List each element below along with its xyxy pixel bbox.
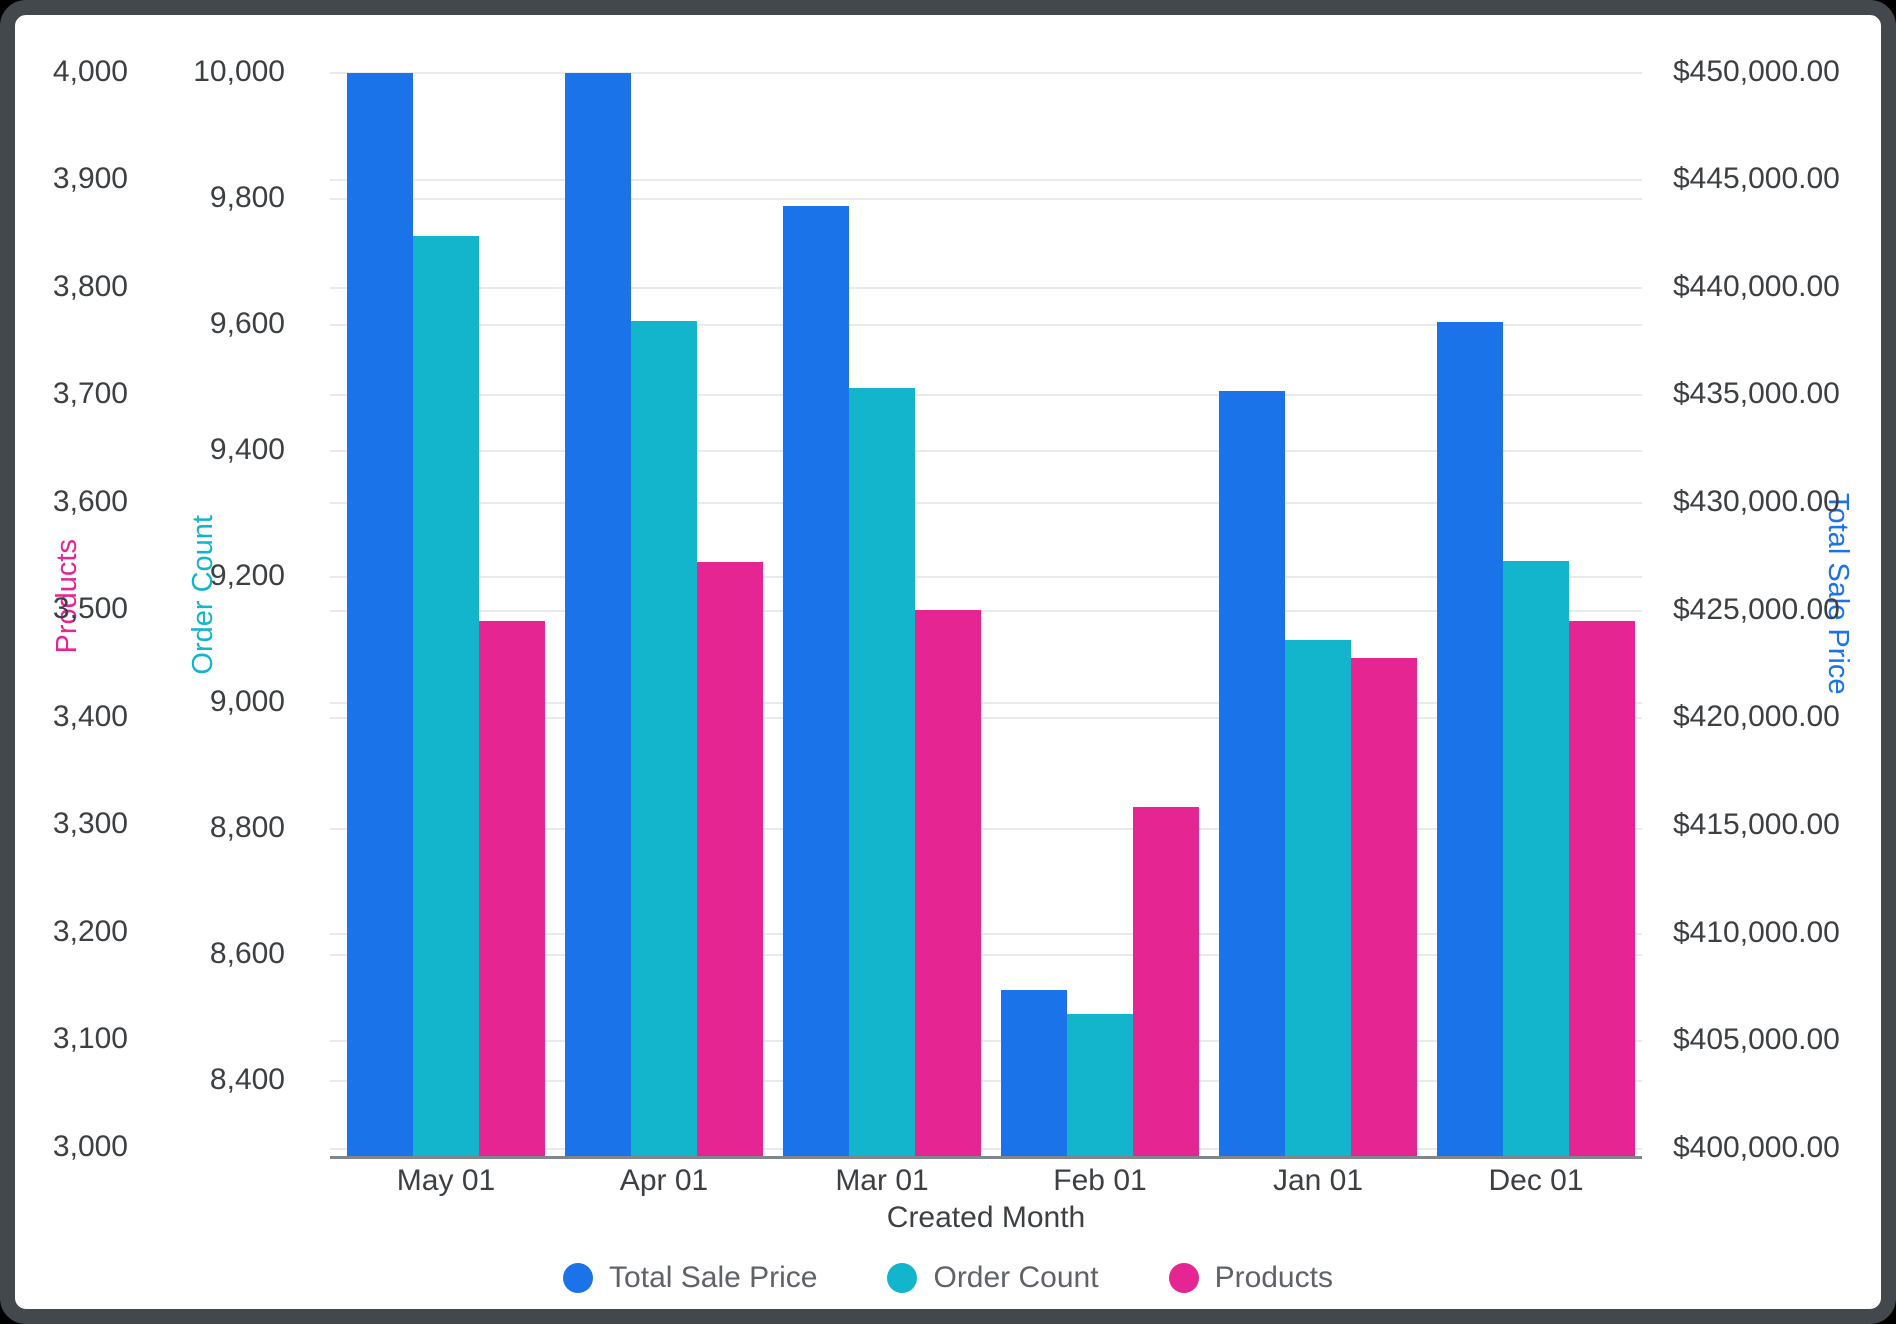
gridline bbox=[330, 610, 1642, 612]
bar-order-count-feb-01[interactable] bbox=[1067, 1014, 1133, 1156]
gridline bbox=[330, 72, 1642, 74]
bar-products-apr-01[interactable] bbox=[697, 561, 763, 1156]
x-tick-may-01: May 01 bbox=[396, 1164, 496, 1197]
gridline bbox=[330, 702, 1642, 704]
tick-products: 3,800 bbox=[52, 270, 128, 303]
bar-products-may-01[interactable] bbox=[479, 620, 545, 1157]
x-tick-mar-01: Mar 01 bbox=[835, 1164, 929, 1197]
legend-item-total-sale-price[interactable]: Total Sale Price bbox=[563, 1261, 817, 1295]
bar-order-count-apr-01[interactable] bbox=[631, 321, 697, 1156]
x-tick-dec-01: Dec 01 bbox=[1488, 1164, 1584, 1197]
gridline bbox=[330, 717, 1642, 719]
tick-orders: 8,600 bbox=[209, 937, 285, 970]
gridline bbox=[330, 179, 1642, 181]
tick-products: 3,500 bbox=[52, 592, 128, 625]
legend-label: Products bbox=[1214, 1261, 1333, 1294]
tick-price: $415,000.00 bbox=[1673, 808, 1840, 841]
bar-total-sale-price-jan-01[interactable] bbox=[1219, 391, 1285, 1156]
legend-item-products[interactable]: Products bbox=[1168, 1261, 1333, 1295]
gridline bbox=[330, 1080, 1642, 1082]
bar-order-count-may-01[interactable] bbox=[413, 236, 479, 1156]
tick-products: 3,700 bbox=[52, 377, 128, 410]
gridline bbox=[330, 954, 1642, 956]
gridline bbox=[330, 933, 1642, 935]
tick-orders: 9,000 bbox=[209, 685, 285, 718]
tick-products: 3,400 bbox=[52, 700, 128, 733]
tick-price: $420,000.00 bbox=[1673, 700, 1840, 733]
bar-total-sale-price-may-01[interactable] bbox=[347, 72, 413, 1156]
x-tick-jan-01: Jan 01 bbox=[1272, 1164, 1364, 1197]
gridline bbox=[330, 287, 1642, 289]
tick-products: 3,100 bbox=[52, 1022, 128, 1055]
bar-products-dec-01[interactable] bbox=[1569, 620, 1635, 1157]
gridline bbox=[330, 502, 1642, 504]
y-axis-title-order-count: Order Count bbox=[187, 515, 219, 675]
gridline bbox=[330, 450, 1642, 452]
bar-order-count-jan-01[interactable] bbox=[1285, 639, 1351, 1156]
tick-price: $410,000.00 bbox=[1673, 916, 1840, 949]
tick-price: $435,000.00 bbox=[1673, 377, 1840, 410]
tick-price: $405,000.00 bbox=[1673, 1023, 1840, 1056]
tick-orders: 8,400 bbox=[209, 1063, 285, 1096]
tick-orders: 8,800 bbox=[209, 811, 285, 844]
tick-price: $445,000.00 bbox=[1673, 162, 1840, 195]
gridline bbox=[330, 1040, 1642, 1042]
x-axis-title: Created Month bbox=[886, 1201, 1086, 1234]
tick-price: $440,000.00 bbox=[1673, 270, 1840, 303]
gridline bbox=[330, 198, 1642, 200]
bar-products-jan-01[interactable] bbox=[1351, 658, 1417, 1156]
tick-products: 3,200 bbox=[52, 915, 128, 948]
bar-total-sale-price-mar-01[interactable] bbox=[783, 206, 849, 1156]
tick-products: 4,000 bbox=[52, 55, 128, 88]
legend-color-dot-icon bbox=[1168, 1263, 1199, 1293]
chart-legend: Total Sale Price Order Count Products bbox=[15, 1261, 1881, 1295]
gridline bbox=[330, 1148, 1642, 1150]
tick-orders: 9,400 bbox=[209, 433, 285, 466]
x-axis-line bbox=[330, 1156, 1642, 1159]
legend-color-dot-icon bbox=[563, 1263, 594, 1293]
gridline bbox=[330, 324, 1642, 326]
tick-price: $425,000.00 bbox=[1673, 593, 1840, 626]
tick-products: 3,900 bbox=[52, 162, 128, 195]
tick-orders: 9,200 bbox=[209, 559, 285, 592]
tick-orders: 10,000 bbox=[193, 55, 285, 88]
tick-orders: 9,600 bbox=[209, 307, 285, 340]
gridline bbox=[330, 828, 1642, 830]
bar-total-sale-price-apr-01[interactable] bbox=[565, 72, 631, 1156]
x-tick-apr-01: Apr 01 bbox=[619, 1164, 709, 1197]
legend-item-order-count[interactable]: Order Count bbox=[887, 1261, 1099, 1295]
bar-products-mar-01[interactable] bbox=[915, 610, 981, 1156]
tick-products: 3,000 bbox=[52, 1130, 128, 1163]
bar-order-count-mar-01[interactable] bbox=[849, 387, 915, 1156]
gridline bbox=[330, 394, 1642, 396]
x-tick-feb-01: Feb 01 bbox=[1053, 1164, 1147, 1197]
gridline bbox=[330, 576, 1642, 578]
bar-total-sale-price-feb-01[interactable] bbox=[1001, 989, 1067, 1156]
y-axis-title-total-sale-price: Total Sale Price bbox=[1822, 493, 1854, 695]
legend-color-dot-icon bbox=[887, 1263, 918, 1293]
tick-products: 3,600 bbox=[52, 485, 128, 518]
bar-products-feb-01[interactable] bbox=[1133, 806, 1199, 1156]
legend-label: Order Count bbox=[933, 1261, 1099, 1294]
tick-price: $430,000.00 bbox=[1673, 485, 1840, 518]
tick-orders: 9,800 bbox=[209, 181, 285, 214]
tick-price: $450,000.00 bbox=[1673, 55, 1840, 88]
bar-total-sale-price-dec-01[interactable] bbox=[1437, 322, 1503, 1156]
bar-chart: Products Order Count Total Sale Price 4,… bbox=[15, 15, 1881, 1309]
tick-products: 3,300 bbox=[52, 807, 128, 840]
legend-label: Total Sale Price bbox=[609, 1261, 818, 1294]
tick-price: $400,000.00 bbox=[1673, 1131, 1840, 1164]
bar-order-count-dec-01[interactable] bbox=[1503, 560, 1569, 1157]
